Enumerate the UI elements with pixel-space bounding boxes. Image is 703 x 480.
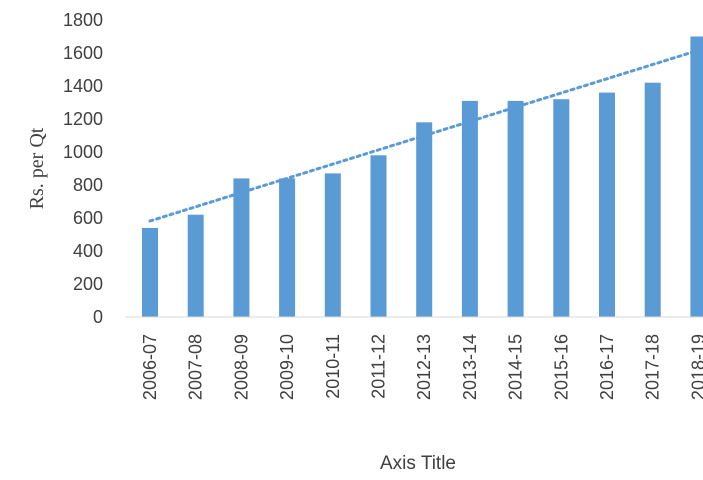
- y-tick-label: 1400: [63, 76, 103, 96]
- bar: [279, 178, 296, 317]
- bar: [599, 92, 615, 317]
- x-tick-label: 2007-08: [186, 334, 206, 400]
- x-axis-title: Axis Title: [380, 453, 456, 474]
- bar: [233, 178, 250, 317]
- y-tick-label: 400: [73, 241, 103, 261]
- bar: [690, 36, 703, 317]
- x-tick-label: 2010-11: [323, 334, 343, 399]
- bar: [553, 99, 570, 317]
- y-axis-ticks: 0 200 400 600 800 1000 1200 1400 1600 1800: [63, 10, 103, 327]
- y-tick-label: 1800: [63, 10, 103, 30]
- bar: [416, 122, 433, 317]
- y-tick-label: 600: [73, 208, 103, 228]
- y-tick-label: 0: [93, 307, 103, 327]
- y-tick-label: 800: [73, 175, 103, 195]
- y-tick-label: 1000: [63, 142, 103, 162]
- bar: [370, 155, 387, 317]
- bar: [142, 227, 158, 317]
- x-tick-label: 2013-14: [460, 334, 480, 400]
- bar: [461, 100, 478, 318]
- bar: [507, 100, 524, 318]
- bar: [644, 82, 661, 317]
- x-tick-label: 2012-13: [414, 334, 434, 400]
- x-tick-label: 2018-19: [688, 334, 703, 400]
- x-tick-label: 2011-12: [369, 334, 389, 399]
- y-tick-label: 200: [73, 274, 103, 294]
- x-tick-label: 2008-09: [231, 334, 251, 400]
- y-tick-label: 1200: [63, 109, 103, 129]
- x-tick-label: 2006-07: [140, 334, 160, 400]
- trendline: [148, 48, 700, 223]
- x-tick-label: 2014-15: [506, 334, 526, 400]
- x-axis-category-labels: 2006-07 2007-08 2008-09 2009-10 2010-11 2011-…: [140, 334, 703, 400]
- x-tick-label: 2016-17: [597, 334, 617, 400]
- y-axis-title: Rs. per Qt: [26, 127, 48, 209]
- bar: [187, 214, 204, 317]
- x-tick-label: 2015-16: [551, 334, 571, 400]
- bar: [324, 173, 341, 317]
- y-tick-label: 1600: [63, 43, 103, 63]
- x-tick-label: 2017-18: [643, 334, 663, 400]
- bars: [142, 36, 703, 318]
- trendline-group: [148, 48, 700, 223]
- x-tick-label: 2009-10: [277, 334, 297, 400]
